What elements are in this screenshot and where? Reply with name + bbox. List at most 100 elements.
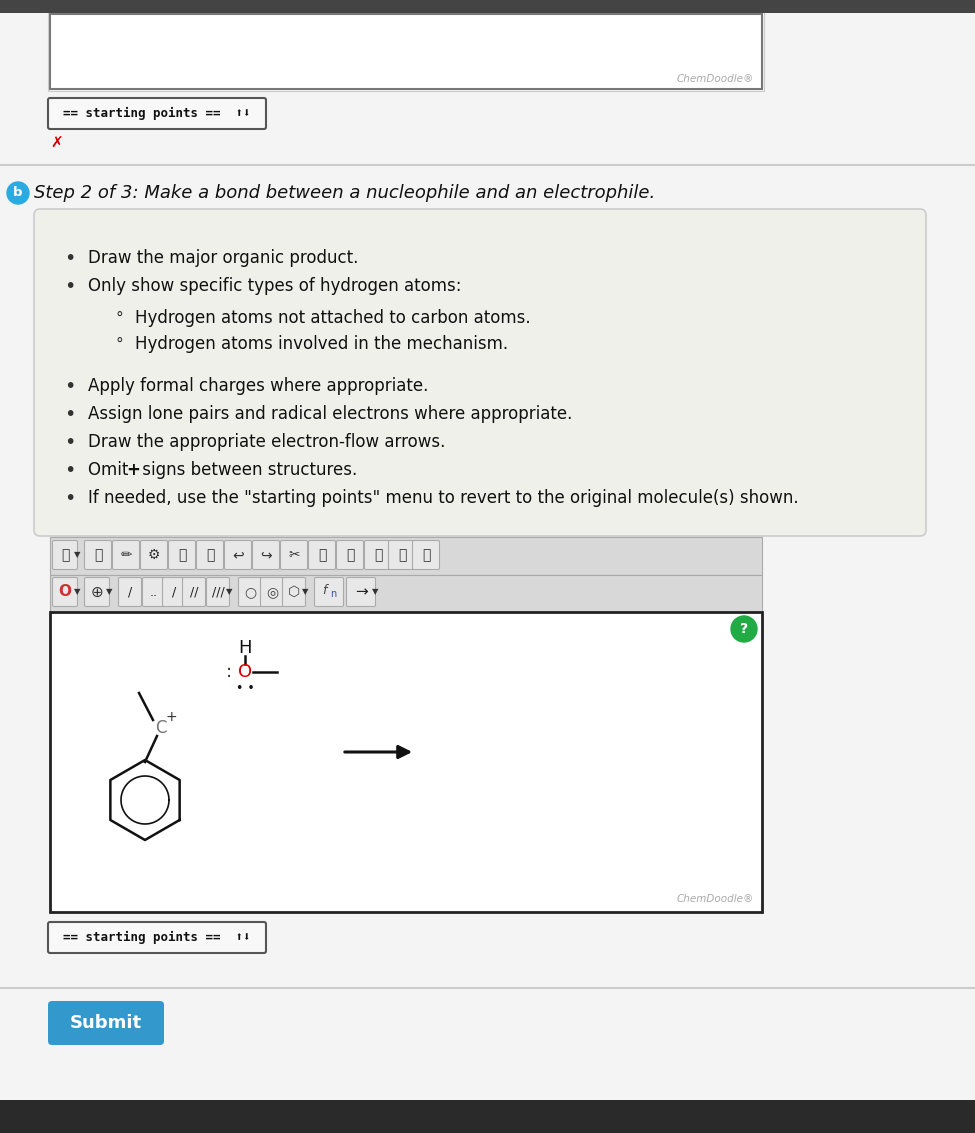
Text: °: °: [115, 310, 123, 325]
Text: signs between structures.: signs between structures.: [137, 461, 357, 479]
FancyBboxPatch shape: [308, 540, 335, 570]
FancyBboxPatch shape: [50, 612, 762, 912]
Text: Draw the major organic product.: Draw the major organic product.: [88, 249, 359, 267]
Text: == starting points ==  ⬆⬇: == starting points == ⬆⬇: [63, 931, 251, 944]
Text: H: H: [238, 639, 252, 657]
Text: →: →: [355, 585, 368, 599]
Text: ✂: ✂: [289, 548, 300, 562]
FancyBboxPatch shape: [53, 540, 77, 570]
Text: •: •: [64, 376, 76, 395]
Text: Step 2 of 3: Make a bond between a nucleophile and an electrophile.: Step 2 of 3: Make a bond between a nucle…: [34, 184, 655, 202]
Text: ChemDoodle®: ChemDoodle®: [677, 74, 754, 84]
Text: ▼: ▼: [371, 588, 378, 596]
FancyBboxPatch shape: [50, 576, 762, 612]
Text: •: •: [64, 404, 76, 424]
FancyBboxPatch shape: [224, 540, 252, 570]
Text: ///: ///: [212, 586, 224, 598]
Text: Hydrogen atoms involved in the mechanism.: Hydrogen atoms involved in the mechanism…: [135, 335, 508, 353]
Text: 🔍: 🔍: [373, 548, 382, 562]
Text: O: O: [58, 585, 71, 599]
Text: ▼: ▼: [301, 588, 308, 596]
FancyBboxPatch shape: [163, 578, 185, 606]
FancyBboxPatch shape: [112, 540, 139, 570]
FancyBboxPatch shape: [182, 578, 206, 606]
FancyBboxPatch shape: [119, 578, 141, 606]
FancyBboxPatch shape: [253, 540, 280, 570]
Text: Only show specific types of hydrogen atoms:: Only show specific types of hydrogen ato…: [88, 276, 461, 295]
FancyBboxPatch shape: [142, 578, 166, 606]
Text: ..: ..: [150, 586, 158, 598]
Text: ✏: ✏: [120, 548, 132, 562]
Text: °: °: [115, 337, 123, 351]
Text: 🔍: 🔍: [60, 548, 69, 562]
Text: ▼: ▼: [226, 588, 232, 596]
FancyBboxPatch shape: [388, 540, 415, 570]
Text: •: •: [64, 460, 76, 479]
Text: /: /: [128, 586, 133, 598]
FancyBboxPatch shape: [283, 578, 305, 606]
Text: ▼: ▼: [74, 588, 80, 596]
FancyBboxPatch shape: [336, 540, 364, 570]
FancyBboxPatch shape: [239, 578, 261, 606]
Text: ⚙: ⚙: [148, 548, 160, 562]
FancyBboxPatch shape: [50, 537, 762, 576]
Text: ↪: ↪: [260, 548, 272, 562]
Text: ↩: ↩: [232, 548, 244, 562]
Text: +: +: [165, 710, 176, 724]
FancyBboxPatch shape: [48, 922, 266, 953]
Text: ▼: ▼: [105, 588, 112, 596]
Text: •: •: [64, 248, 76, 267]
Text: == starting points ==  ⬆⬇: == starting points == ⬆⬇: [63, 107, 251, 120]
Text: n: n: [330, 589, 336, 599]
FancyBboxPatch shape: [0, 1100, 975, 1133]
FancyBboxPatch shape: [48, 97, 266, 129]
FancyBboxPatch shape: [140, 540, 168, 570]
Text: Assign lone pairs and radical electrons where appropriate.: Assign lone pairs and radical electrons …: [88, 404, 572, 423]
Text: 🧪: 🧪: [94, 548, 102, 562]
Text: :: :: [226, 663, 232, 681]
Text: •: •: [64, 488, 76, 508]
Text: 📄: 📄: [346, 548, 354, 562]
Text: 🔍: 🔍: [398, 548, 407, 562]
Text: ChemDoodle®: ChemDoodle®: [677, 894, 754, 904]
FancyBboxPatch shape: [0, 0, 975, 12]
Text: O: O: [238, 663, 253, 681]
FancyBboxPatch shape: [50, 14, 762, 90]
Text: Apply formal charges where appropriate.: Apply formal charges where appropriate.: [88, 377, 428, 395]
Text: /: /: [172, 586, 176, 598]
FancyBboxPatch shape: [34, 208, 926, 536]
Text: ⬡: ⬡: [288, 585, 300, 599]
Text: //: //: [190, 586, 198, 598]
Text: ⛓: ⛓: [206, 548, 214, 562]
Text: +: +: [126, 461, 139, 479]
FancyBboxPatch shape: [85, 540, 111, 570]
FancyBboxPatch shape: [48, 1000, 164, 1045]
Text: ✗: ✗: [50, 136, 62, 151]
Text: f: f: [322, 583, 327, 596]
FancyBboxPatch shape: [412, 540, 440, 570]
FancyBboxPatch shape: [169, 540, 196, 570]
FancyBboxPatch shape: [197, 540, 223, 570]
FancyBboxPatch shape: [207, 578, 229, 606]
Text: Draw the appropriate electron-flow arrows.: Draw the appropriate electron-flow arrow…: [88, 433, 446, 451]
Text: Hydrogen atoms not attached to carbon atoms.: Hydrogen atoms not attached to carbon at…: [135, 309, 530, 327]
FancyBboxPatch shape: [260, 578, 284, 606]
Text: Submit: Submit: [70, 1014, 142, 1032]
Text: ?: ?: [740, 622, 748, 636]
FancyBboxPatch shape: [346, 578, 375, 606]
Text: ⊕: ⊕: [91, 585, 103, 599]
Text: b: b: [14, 187, 22, 199]
Text: ◎: ◎: [266, 585, 278, 599]
Text: •: •: [64, 276, 76, 296]
FancyBboxPatch shape: [281, 540, 307, 570]
Circle shape: [731, 616, 757, 642]
Text: Omit: Omit: [88, 461, 134, 479]
FancyBboxPatch shape: [53, 578, 77, 606]
FancyBboxPatch shape: [315, 578, 343, 606]
Text: If needed, use the "starting points" menu to revert to the original molecule(s) : If needed, use the "starting points" men…: [88, 489, 799, 506]
FancyBboxPatch shape: [85, 578, 109, 606]
Text: C: C: [155, 719, 167, 736]
Text: ○: ○: [244, 585, 256, 599]
Text: ⛓: ⛓: [177, 548, 186, 562]
Circle shape: [7, 182, 29, 204]
